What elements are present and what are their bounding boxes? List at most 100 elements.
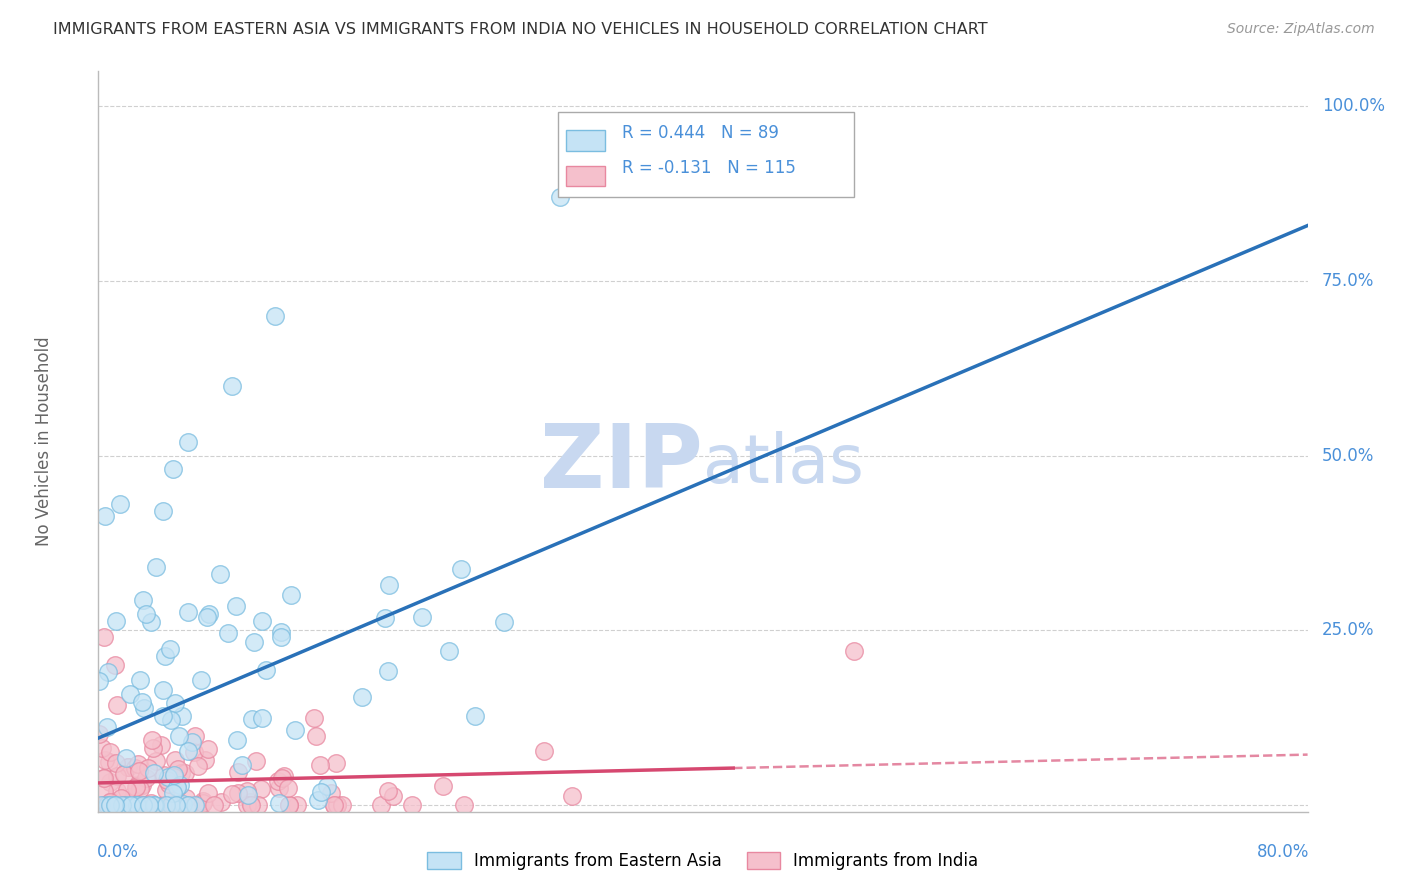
Text: 80.0%: 80.0% (1257, 843, 1309, 861)
Point (91, 741, 114, 756)
Point (173, 766, 195, 780)
Text: Source: ZipAtlas.com: Source: ZipAtlas.com (1227, 22, 1375, 37)
Point (492, 615, 515, 629)
Point (352, 690, 374, 704)
Point (136, 797, 159, 812)
Point (104, 658, 127, 673)
Point (174, 791, 197, 805)
Point (90, 797, 112, 812)
Point (120, 687, 142, 701)
Point (464, 709, 486, 723)
Point (270, 771, 292, 785)
Point (221, 787, 243, 801)
Point (179, 797, 201, 812)
Point (98, 797, 121, 812)
Point (240, 712, 263, 726)
Point (129, 797, 152, 812)
Point (127, 757, 149, 772)
Point (217, 625, 239, 640)
Point (110, 497, 132, 511)
Point (96, 720, 118, 734)
Point (162, 770, 184, 784)
Text: R = -0.131   N = 115: R = -0.131 N = 115 (621, 159, 796, 177)
Point (128, 764, 150, 778)
Point (115, 751, 138, 765)
Point (105, 784, 128, 798)
Point (142, 766, 165, 780)
Point (246, 797, 269, 812)
Point (309, 785, 332, 799)
Point (166, 780, 188, 795)
Point (177, 434, 200, 449)
Point (162, 462, 184, 476)
Point (93, 771, 115, 785)
Point (209, 795, 232, 809)
Point (450, 562, 472, 576)
Point (97, 755, 120, 769)
Point (143, 797, 166, 812)
Point (381, 789, 404, 803)
Point (98, 745, 121, 759)
Point (842, 644, 865, 658)
Point (129, 779, 152, 793)
Point (162, 767, 184, 781)
Point (166, 780, 188, 795)
Text: 25.0%: 25.0% (1322, 621, 1375, 640)
Point (370, 797, 392, 812)
Point (152, 797, 174, 812)
Point (160, 713, 183, 727)
Point (548, 190, 571, 204)
FancyBboxPatch shape (558, 112, 855, 197)
Point (330, 797, 353, 812)
Point (401, 797, 423, 812)
Point (197, 741, 219, 756)
Point (97, 797, 120, 812)
Point (561, 789, 583, 803)
Text: 100.0%: 100.0% (1322, 97, 1385, 115)
Point (125, 797, 148, 812)
Point (236, 788, 259, 802)
Point (107, 698, 129, 713)
Point (105, 614, 128, 628)
Point (110, 797, 132, 812)
Point (250, 614, 273, 628)
Point (104, 756, 127, 770)
Point (87, 673, 110, 688)
Point (270, 624, 292, 639)
Point (302, 710, 325, 724)
Point (104, 797, 127, 812)
Point (197, 787, 219, 801)
Point (149, 739, 172, 753)
Point (226, 764, 249, 779)
Point (156, 772, 179, 787)
Point (190, 673, 212, 688)
Point (129, 782, 152, 797)
Text: No Vehicles in Household: No Vehicles in Household (35, 336, 53, 547)
Point (432, 780, 454, 794)
Point (273, 769, 295, 783)
Point (374, 611, 396, 625)
Point (183, 797, 205, 812)
Point (235, 797, 257, 812)
Point (319, 786, 342, 800)
Point (267, 796, 290, 810)
Point (160, 797, 183, 812)
Point (221, 378, 243, 392)
Point (145, 754, 167, 768)
Point (93, 630, 115, 644)
Point (284, 723, 307, 737)
Point (267, 774, 290, 789)
Point (177, 797, 200, 812)
Point (152, 682, 174, 697)
Point (278, 797, 301, 812)
Point (280, 588, 302, 602)
Point (315, 779, 337, 793)
Point (162, 797, 184, 812)
Text: 0.0%: 0.0% (97, 843, 139, 861)
Point (120, 797, 142, 812)
Point (112, 767, 135, 781)
Point (155, 782, 177, 797)
Point (134, 797, 156, 812)
Point (172, 797, 194, 812)
Point (326, 797, 349, 812)
